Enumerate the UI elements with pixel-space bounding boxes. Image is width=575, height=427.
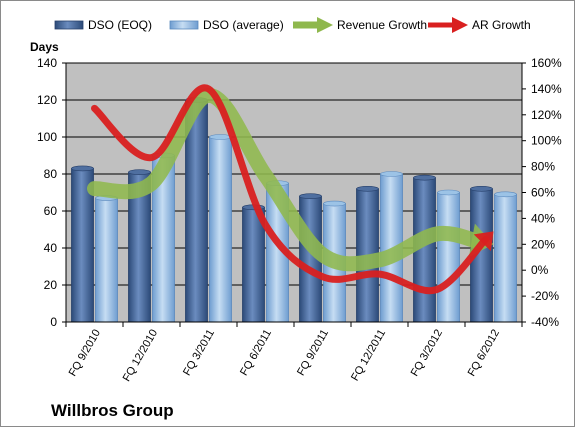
bar-cap [380, 171, 403, 177]
legend-dso-eoq: DSO (EOQ) [54, 18, 152, 32]
y2-tick-label: -20% [531, 289, 559, 303]
y2-tick-label: 160% [531, 56, 562, 70]
y-axis-title: Days [30, 40, 59, 54]
bar-dso-eoq [242, 206, 265, 323]
y-tick-label: 0 [50, 315, 57, 329]
bar-cap [413, 174, 436, 181]
bar-cap [356, 186, 379, 192]
y2-tick-label: 140% [531, 82, 562, 96]
bar-cap [209, 134, 232, 140]
y-tick-label: 120 [37, 93, 57, 107]
bar-dso-average [494, 193, 517, 323]
y-tick-label: 20 [44, 278, 58, 292]
legend-swatch [54, 20, 84, 30]
bar-dso-eoq [185, 99, 208, 323]
legend-ar-growth: AR Growth [428, 17, 531, 33]
legend-label: Revenue Growth [337, 18, 427, 32]
y2-tick-label: -40% [531, 315, 559, 329]
bar-cap [128, 169, 151, 175]
legend-label: DSO (EOQ) [88, 18, 152, 32]
y2-tick-label: 0% [531, 263, 549, 277]
ar-growth-line [91, 84, 490, 295]
bar-cap [437, 189, 460, 196]
bar-cap [494, 191, 517, 198]
bar-dso-average [95, 197, 118, 323]
y-tick-label: 40 [44, 241, 58, 255]
bar-dso-average [209, 136, 232, 323]
legend-arrow-icon [317, 17, 333, 33]
ar-growth-arrow-head [473, 231, 494, 252]
y-tick-label: 60 [44, 204, 58, 218]
legend-revenue-growth: Revenue Growth [293, 17, 427, 33]
bar-cap [299, 193, 322, 199]
legend-swatch [169, 20, 199, 30]
y-tick-label: 80 [44, 167, 58, 181]
chart-title: Willbros Group [51, 401, 174, 420]
bar-cap [71, 165, 94, 172]
y2-tick-label: 120% [531, 108, 562, 122]
bar-dso-average [437, 192, 460, 323]
y2-tick-label: 100% [531, 134, 562, 148]
legend-label: AR Growth [472, 18, 531, 32]
y2-tick-label: 20% [531, 237, 555, 251]
y2-tick-label: 60% [531, 186, 555, 200]
y2-tick-label: 80% [531, 160, 555, 174]
line-series [87, 84, 494, 295]
y2-tick-label: 40% [531, 211, 555, 225]
legend: DSO (EOQ) DSO (average) Revenue Growth AR G… [54, 17, 531, 33]
legend-arrow-icon [452, 17, 468, 33]
legend-dso-average: DSO (average) [169, 18, 284, 32]
legend-label: DSO (average) [203, 18, 284, 32]
bar-cap [323, 200, 346, 207]
y-tick-label: 100 [37, 130, 57, 144]
bar-cap [470, 186, 493, 192]
revenue-growth-line [87, 87, 486, 272]
y-tick-label: 140 [37, 56, 57, 70]
